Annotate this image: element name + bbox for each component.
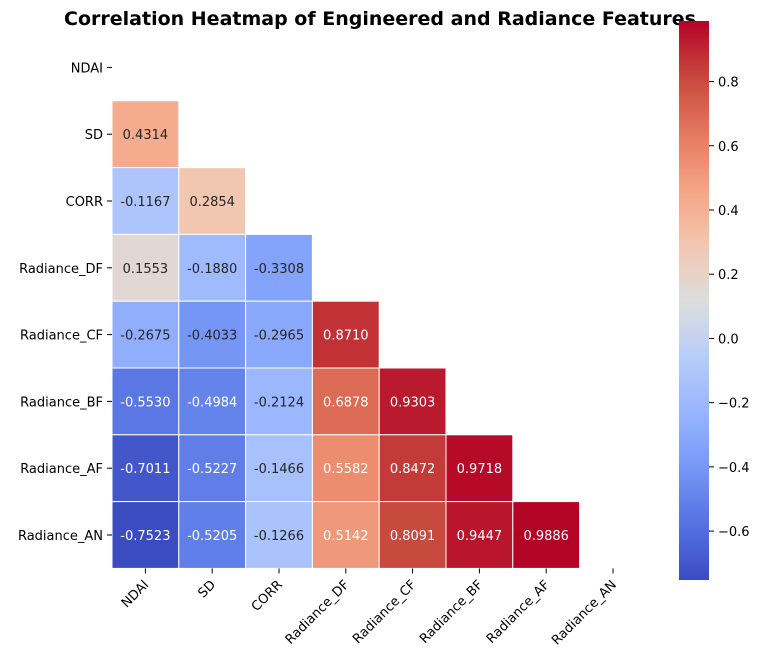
heatmap-cell [311, 300, 380, 369]
cell-value-label: -0.1266 [254, 529, 304, 544]
heatmap-cell [445, 501, 514, 569]
colorbar-tick-label: 0.8 [718, 76, 739, 91]
y-tick-label: SD [85, 128, 103, 143]
heatmap-cell [311, 434, 380, 503]
heatmap-cells: 0.4314 -0.1167 0.2854 0.1553 -0.1880 -0.3308 -… [111, 100, 581, 569]
cell-value-label: -0.7523 [120, 529, 170, 544]
cell-value-label: -0.1466 [254, 462, 304, 477]
y-tick-label: Radiance_DF [19, 262, 103, 277]
y-tick-label: CORR [66, 195, 103, 210]
cell-value-label: -0.7011 [120, 462, 170, 477]
heatmap-cell [111, 100, 180, 169]
heatmap-cell [178, 501, 247, 569]
colorbar-tick-label: −0.4 [718, 461, 750, 476]
x-tick-label: Radiance_CF [350, 578, 419, 647]
cell-value-label: 0.2854 [189, 195, 235, 210]
cell-value-label: -0.1880 [187, 262, 237, 277]
heatmap-cell [245, 233, 313, 302]
x-tick-label: SD [196, 578, 220, 602]
heatmap-cell [311, 501, 380, 569]
colorbar-ticks: −0.6 −0.4 −0.2 0.0 0.2 0.4 0.6 0.8 [709, 76, 750, 540]
heatmap-cell [311, 367, 380, 436]
colorbar-tick-label: −0.2 [718, 397, 750, 412]
chart-title: Correlation Heatmap of Engineered and Ra… [64, 8, 696, 30]
x-tick-label: Radiance_AN [549, 578, 620, 649]
cell-value-label: 0.8091 [390, 529, 436, 544]
cell-value-label: 0.9303 [390, 395, 436, 410]
cell-value-label: 0.4314 [123, 128, 169, 143]
y-axis-labels: NDAI SD CORR Radiance_DF Radiance_CF Radiance… [18, 61, 112, 544]
heatmap-cell [512, 501, 581, 569]
x-tick-label: Radiance_BF [417, 578, 486, 647]
colorbar-tick-label: 0.4 [718, 204, 739, 219]
cell-value-label: 0.8472 [390, 462, 436, 477]
colorbar-tick-label: −0.6 [718, 525, 750, 540]
heatmap-cell [178, 167, 247, 235]
cell-value-label: -0.2124 [254, 395, 304, 410]
x-tick-label: NDAI [119, 578, 152, 611]
cell-value-label: -0.5227 [187, 462, 237, 477]
cell-value-label: -0.5530 [120, 395, 170, 410]
colorbar-tick-label: 0.2 [718, 268, 739, 283]
colorbar-tick-label: 0.0 [718, 332, 739, 347]
cell-value-label: -0.1167 [120, 195, 170, 210]
heatmap-cell [245, 434, 313, 503]
cell-value-label: 0.9447 [457, 529, 503, 544]
cell-value-label: -0.4984 [187, 395, 237, 410]
y-tick-label: NDAI [71, 61, 103, 76]
y-tick-label: Radiance_CF [20, 329, 103, 344]
heatmap-cell [111, 233, 180, 302]
y-tick-label: Radiance_AF [20, 462, 103, 477]
cell-value-label: -0.2965 [254, 329, 304, 344]
cell-value-label: -0.5205 [187, 529, 237, 544]
cell-value-label: -0.4033 [187, 329, 237, 344]
x-axis-labels: NDAI SD CORRRadiance_DFRadiance_CFRadiance… [119, 568, 620, 648]
cell-value-label: 0.1553 [123, 262, 169, 277]
colorbar [679, 21, 709, 580]
cell-value-label: 0.9886 [523, 529, 569, 544]
x-tick-label: Radiance_AF [484, 578, 553, 647]
heatmap-cell [178, 367, 247, 436]
cell-value-label: 0.5142 [323, 529, 369, 544]
y-tick-label: Radiance_AN [18, 529, 103, 544]
cell-value-label: 0.9718 [457, 462, 503, 477]
heatmap-cell [178, 434, 247, 503]
cell-value-label: 0.8710 [323, 329, 369, 344]
cell-value-label: -0.3308 [254, 262, 304, 277]
x-tick-label: Radiance_DF [283, 578, 353, 648]
heatmap-cell [378, 434, 447, 503]
cell-value-label: 0.5582 [323, 462, 369, 477]
cell-value-label: 0.6878 [323, 395, 369, 410]
heatmap-cell [111, 167, 180, 235]
y-tick-label: Radiance_BF [20, 395, 103, 410]
colorbar-tick-label: 0.6 [718, 140, 739, 155]
heatmap-cell [178, 300, 247, 369]
heatmap-cell [111, 501, 180, 569]
heatmap-cell [378, 367, 447, 436]
heatmap-cell [445, 434, 514, 503]
x-tick-label: CORR [249, 578, 286, 615]
cell-value-label: -0.2675 [120, 329, 170, 344]
